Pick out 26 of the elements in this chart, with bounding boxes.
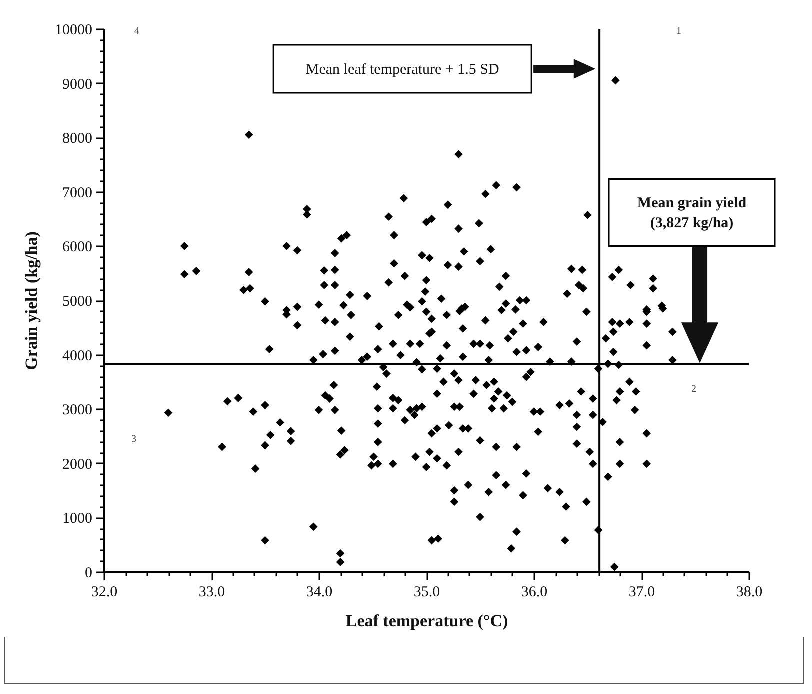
y-tick-label: 7000: [62, 185, 92, 202]
y-tick-label: 8000: [62, 131, 92, 148]
y-tick-label: 4000: [62, 348, 92, 364]
y-tick-label: 1000: [62, 511, 92, 528]
y-tick-label: 2000: [62, 456, 92, 473]
y-axis-title: Grain yield (kg/ha): [22, 232, 41, 370]
annotation: Mean grain yield (3,827 kg/ha): [637, 196, 748, 232]
y-tick-label: 0: [85, 566, 92, 582]
x-tick-label: 38.0: [736, 584, 763, 600]
annotation: Mean leaf temperature + 1.5 SD: [306, 62, 500, 78]
y-tick-label: 5000: [62, 294, 92, 310]
x-tick-label: 32.0: [91, 584, 118, 600]
y-tick-label: 3000: [62, 402, 92, 419]
y-tick-label: 6000: [62, 240, 92, 256]
y-tick-label: 9000: [62, 76, 92, 93]
x-tick-label: 37.0: [628, 584, 656, 600]
x-tick-label: 34.0: [306, 584, 333, 600]
annotation: 1: [676, 26, 682, 37]
annotation: 3: [132, 434, 136, 445]
x-tick-label: 35.0: [414, 584, 440, 600]
x-axis-title: Leaf temperature (°C): [346, 612, 508, 630]
annotation: 2: [692, 384, 696, 396]
annotation: 4: [134, 26, 140, 37]
x-tick-label: 33.0: [198, 584, 226, 600]
x-tick-label: 36.0: [521, 584, 548, 600]
y-tick-label: 10000: [55, 22, 92, 38]
